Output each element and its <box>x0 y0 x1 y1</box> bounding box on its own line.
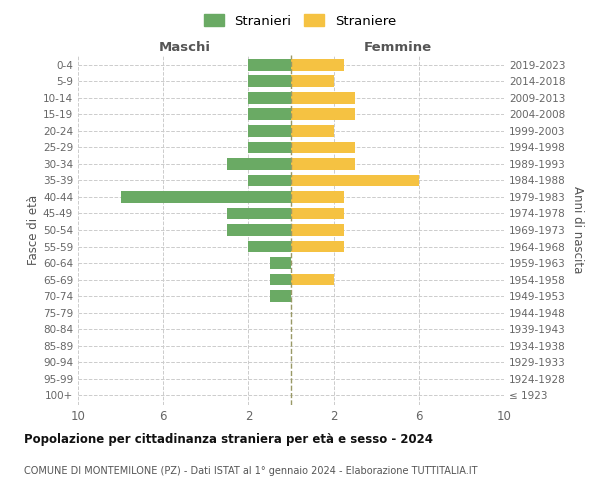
Text: Maschi: Maschi <box>158 41 211 54</box>
Bar <box>248 142 291 154</box>
Bar <box>227 224 291 236</box>
Bar <box>248 76 291 88</box>
Bar <box>121 191 291 203</box>
Bar <box>248 174 291 186</box>
Text: COMUNE DI MONTEMILONE (PZ) - Dati ISTAT al 1° gennaio 2024 - Elaborazione TUTTIT: COMUNE DI MONTEMILONE (PZ) - Dati ISTAT … <box>24 466 478 476</box>
Bar <box>291 59 344 71</box>
Bar <box>291 158 355 170</box>
Bar <box>248 92 291 104</box>
Text: Popolazione per cittadinanza straniera per età e sesso - 2024: Popolazione per cittadinanza straniera p… <box>24 432 433 446</box>
Bar <box>270 274 291 285</box>
Bar <box>248 240 291 252</box>
Bar <box>291 240 344 252</box>
Y-axis label: Fasce di età: Fasce di età <box>27 195 40 265</box>
Bar <box>248 108 291 120</box>
Bar <box>291 224 344 236</box>
Bar <box>291 174 419 186</box>
Bar <box>227 208 291 220</box>
Bar <box>227 158 291 170</box>
Bar <box>248 125 291 137</box>
Bar <box>291 208 344 220</box>
Legend: Stranieri, Straniere: Stranieri, Straniere <box>199 9 401 33</box>
Bar <box>291 142 355 154</box>
Text: Femmine: Femmine <box>364 41 431 54</box>
Bar <box>291 108 355 120</box>
Bar <box>270 290 291 302</box>
Bar <box>291 92 355 104</box>
Bar <box>291 274 334 285</box>
Bar <box>291 76 334 88</box>
Bar <box>270 257 291 269</box>
Bar <box>291 125 334 137</box>
Y-axis label: Anni di nascita: Anni di nascita <box>571 186 584 274</box>
Bar <box>291 191 344 203</box>
Bar <box>248 59 291 71</box>
